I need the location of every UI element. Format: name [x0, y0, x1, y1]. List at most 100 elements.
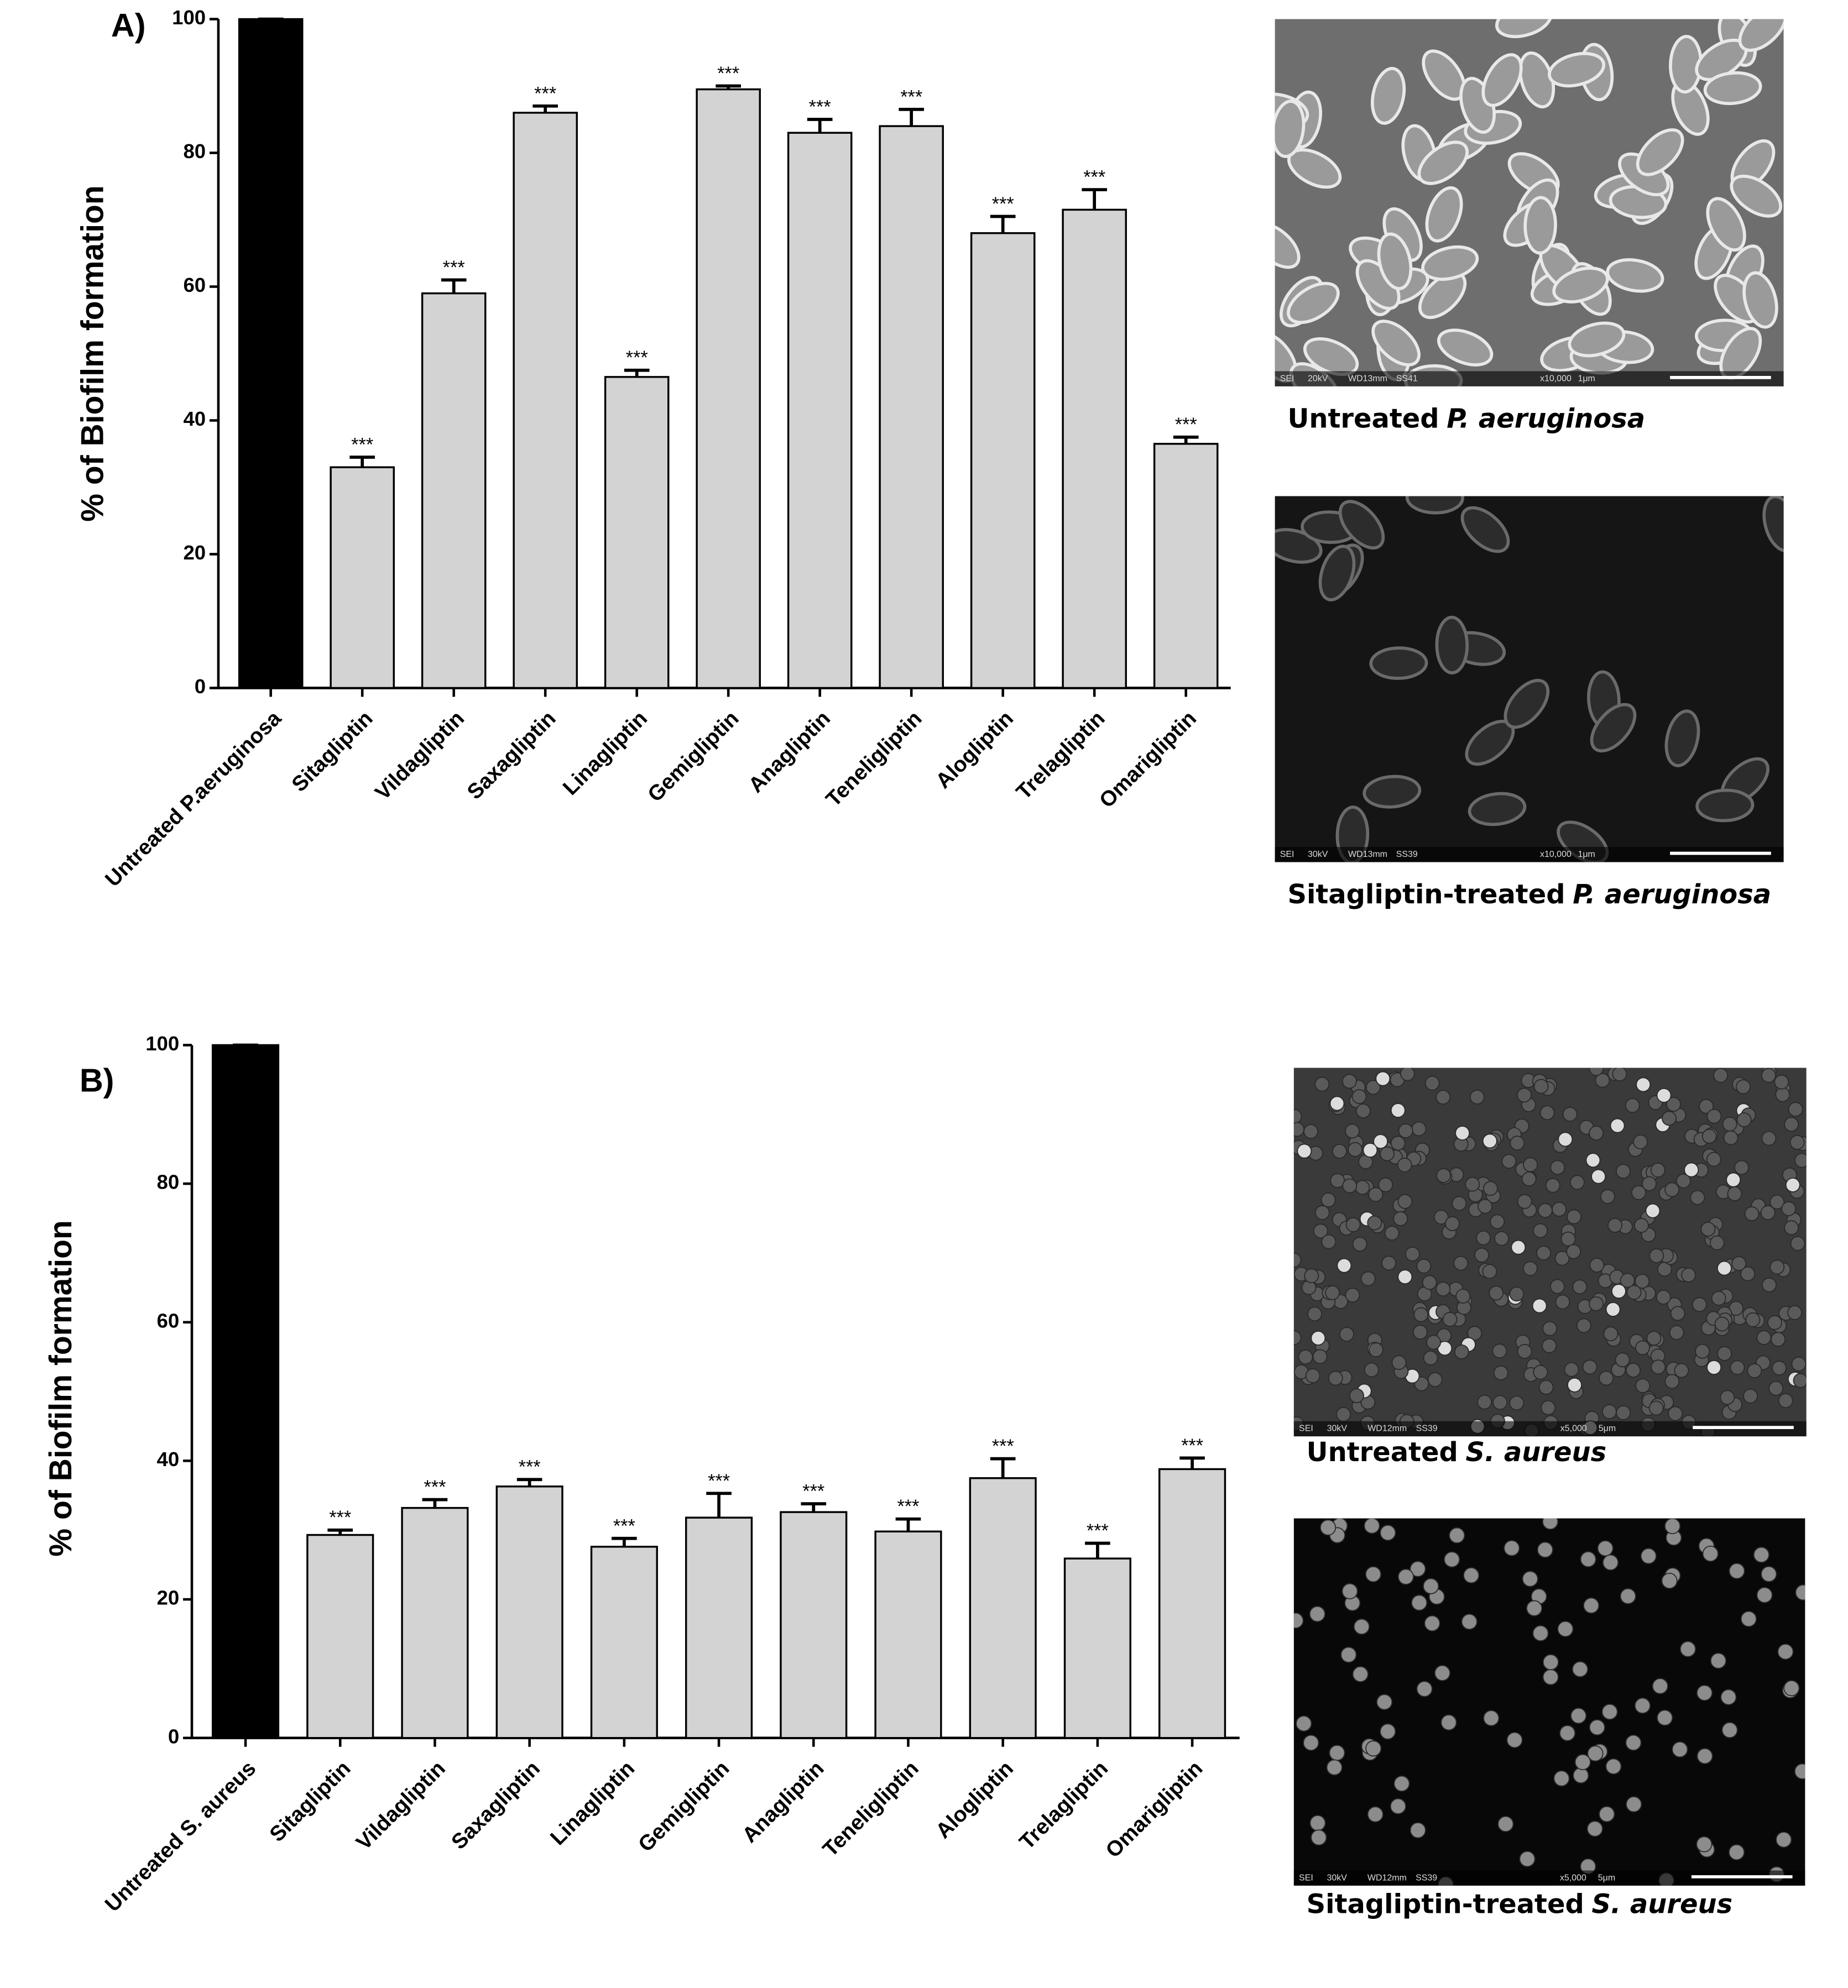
cell	[1329, 1096, 1345, 1111]
cell	[1636, 1077, 1651, 1092]
cell	[1721, 1722, 1738, 1739]
bar	[590, 1546, 658, 1739]
info-text: x10,000	[1540, 374, 1572, 383]
micrograph-cells	[1293, 1518, 1805, 1886]
cell	[1367, 1806, 1384, 1823]
cell	[1495, 19, 1553, 39]
bar	[1063, 1557, 1131, 1739]
cell	[1303, 1124, 1319, 1139]
cell	[1314, 1205, 1330, 1220]
cell	[1679, 1641, 1696, 1657]
cell	[1692, 1297, 1707, 1312]
cell	[1345, 1217, 1361, 1232]
micrograph-caption: Untreated P. aeruginosa	[1287, 404, 1645, 434]
significance-label: ***	[992, 1436, 1014, 1457]
cell	[1434, 1665, 1451, 1681]
bar	[421, 292, 487, 689]
cell	[1583, 1597, 1600, 1614]
cell	[1275, 528, 1323, 564]
cell	[1775, 1087, 1790, 1102]
cell	[1490, 1214, 1505, 1230]
cell	[1760, 1205, 1776, 1220]
cell	[1548, 51, 1606, 88]
cell	[1664, 1182, 1680, 1197]
x-tick-label: Gemigliptin	[634, 1756, 734, 1856]
cell	[1349, 1388, 1364, 1404]
cell	[1355, 1180, 1370, 1195]
cell	[1666, 1097, 1681, 1112]
y-tick-label: 60	[157, 1309, 180, 1332]
cell	[1713, 1068, 1729, 1083]
cell	[1706, 1360, 1722, 1375]
cell	[1493, 1365, 1508, 1380]
micrograph: SEI 30kV WD12mm SS39 x5,000 5μm	[1293, 1518, 1805, 1886]
cell	[1489, 1285, 1504, 1301]
cell	[1309, 1814, 1326, 1832]
cell	[1794, 1763, 1805, 1780]
cell	[1605, 1758, 1622, 1775]
cell	[1337, 1258, 1352, 1273]
cell	[1550, 1279, 1565, 1294]
error-bar	[624, 368, 650, 377]
cell	[1562, 1107, 1578, 1122]
cell	[1380, 1524, 1396, 1541]
info-text: SS39	[1416, 1424, 1438, 1434]
cell	[1601, 1703, 1618, 1720]
x-tick-label: Gemigliptin	[643, 707, 743, 807]
cell	[1661, 1572, 1678, 1589]
bar	[604, 376, 670, 689]
cell	[1740, 1266, 1756, 1281]
cell	[1590, 703, 1637, 753]
cell	[1287, 281, 1340, 325]
cell	[1461, 1613, 1478, 1630]
bar	[306, 1534, 374, 1739]
cell	[1311, 1330, 1326, 1346]
cell	[1504, 1540, 1520, 1556]
error-bar	[441, 278, 467, 294]
bar	[874, 1530, 942, 1739]
cell	[1542, 1654, 1559, 1671]
cell	[1477, 1394, 1492, 1410]
cell	[1595, 1073, 1610, 1088]
x-tick-label: Alogliptin	[931, 707, 1018, 793]
cell	[1332, 1143, 1347, 1159]
caption-lead: Untreated	[1287, 404, 1439, 434]
cell	[1482, 1133, 1497, 1149]
cell	[1376, 1694, 1393, 1710]
significance-label: ***	[1087, 1520, 1109, 1541]
cell	[1510, 1136, 1525, 1151]
cell	[1522, 1571, 1538, 1587]
cell	[1615, 1352, 1630, 1368]
cell	[1552, 1201, 1567, 1217]
cell	[1329, 1745, 1345, 1761]
bar	[780, 1511, 848, 1739]
cell	[1455, 1289, 1471, 1304]
cell	[1573, 1767, 1589, 1784]
bar	[1158, 1468, 1226, 1739]
cell	[1539, 1105, 1555, 1121]
cell	[1362, 1143, 1378, 1158]
significance-label: ***	[519, 1457, 541, 1478]
cell	[1662, 1111, 1677, 1126]
y-tick-label: 80	[157, 1171, 180, 1194]
info-text: 5μm	[1598, 1873, 1615, 1882]
cell	[1738, 19, 1784, 52]
significance-label: ***	[443, 257, 465, 278]
cell	[1365, 1740, 1382, 1757]
error-bar	[990, 215, 1016, 233]
cell	[1435, 615, 1469, 674]
cell	[1576, 1318, 1591, 1333]
cell	[1640, 1548, 1657, 1565]
significance-label: ***	[992, 193, 1014, 215]
cell	[1761, 1277, 1777, 1293]
cell	[1293, 1122, 1305, 1137]
cell	[1664, 1518, 1681, 1535]
cell	[1474, 1247, 1490, 1263]
cell	[1353, 1618, 1370, 1635]
cell	[1606, 258, 1664, 293]
cell	[1314, 1076, 1330, 1092]
caption-lead: Sitagliptin-treated	[1287, 880, 1565, 910]
info-text: 5μm	[1599, 1424, 1616, 1434]
bar	[879, 125, 944, 689]
cell	[1716, 1260, 1732, 1276]
